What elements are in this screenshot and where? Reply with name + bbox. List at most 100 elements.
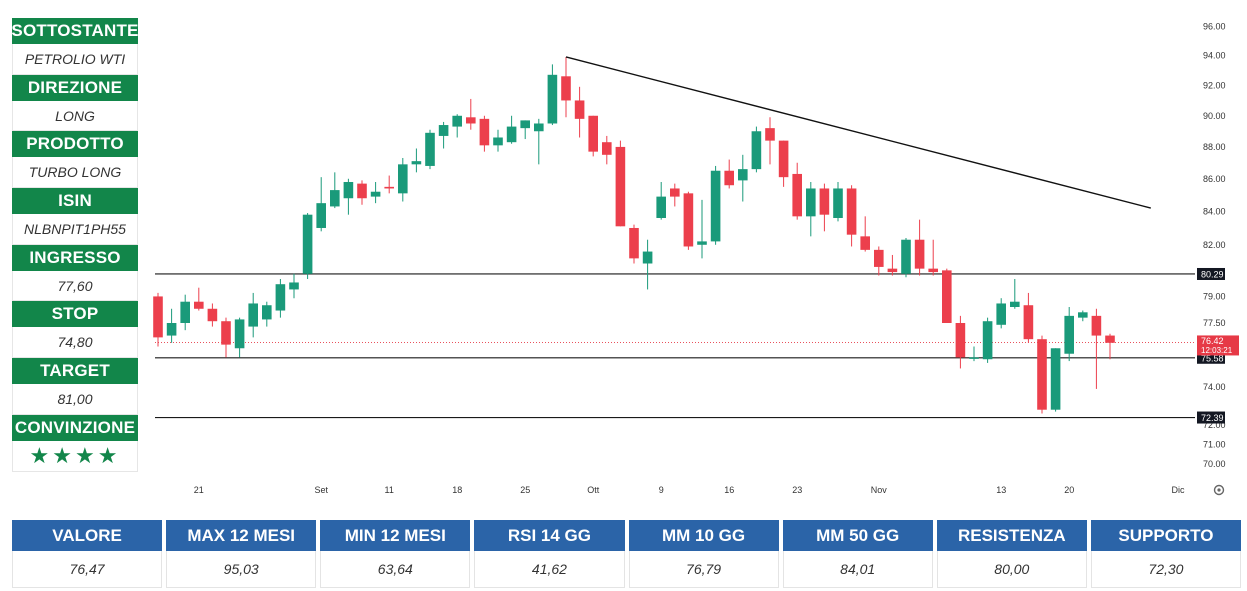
x-tick-label: Set <box>314 485 328 495</box>
candle <box>289 273 299 299</box>
info-value: 74,80 <box>12 327 138 359</box>
resistance-trendline <box>565 56 1151 209</box>
y-tick-label: 88.00 <box>1203 142 1226 152</box>
x-tick-label: 9 <box>659 485 664 495</box>
stat-label: VALORE <box>12 520 163 551</box>
countdown-label: 12:03:21 <box>1201 346 1233 355</box>
stat-label: RSI 14 GG <box>474 520 625 551</box>
level-price-label: 80.29 <box>1201 269 1224 279</box>
candle-body <box>846 188 857 235</box>
info-value: PETROLIO WTI <box>12 44 138 75</box>
candle <box>710 165 721 245</box>
info-row-direzione: DIREZIONE LONG <box>12 74 138 132</box>
candle-body <box>683 193 694 247</box>
candle <box>697 199 707 259</box>
candle-body <box>452 115 462 127</box>
candle <box>833 181 843 222</box>
candle-body <box>629 227 639 259</box>
candle <box>234 317 245 358</box>
candle <box>629 224 639 264</box>
candle <box>806 181 816 237</box>
candle <box>846 185 857 247</box>
candle-body <box>602 142 612 155</box>
stat-value: 76,47 <box>12 551 163 588</box>
candle-body <box>398 164 408 194</box>
candle <box>1023 292 1034 343</box>
candle-body <box>384 186 394 189</box>
candle <box>955 315 966 369</box>
info-value: 77,60 <box>12 270 138 302</box>
candle <box>996 298 1006 329</box>
info-row-convinzione: CONVINZIONE ★★★★ <box>12 414 138 472</box>
stat-value: 76,79 <box>628 551 779 588</box>
candle <box>411 148 422 173</box>
candle <box>180 294 190 331</box>
candle <box>506 115 517 144</box>
y-tick-label: 71.00 <box>1203 439 1226 449</box>
candle-body <box>425 132 435 166</box>
candle <box>1091 308 1102 389</box>
candle-body <box>357 183 367 199</box>
candle-body <box>411 161 422 165</box>
candle <box>656 181 666 220</box>
candle-body <box>588 115 598 152</box>
info-label: SOTTOSTANTE <box>11 18 138 44</box>
candle <box>370 181 381 204</box>
stat-column: MAX 12 MESI 95,03 <box>166 520 317 588</box>
candle <box>466 98 476 130</box>
candle <box>670 183 680 207</box>
stat-label: MM 50 GG <box>782 520 933 551</box>
candle <box>914 219 925 276</box>
stat-column: RSI 14 GG 41,62 <box>474 520 625 588</box>
candle <box>153 292 163 347</box>
candle-body <box>819 188 830 215</box>
candle-body <box>275 284 286 311</box>
info-label: ISIN <box>12 188 138 215</box>
stat-value: 72,30 <box>1090 551 1241 588</box>
candle-body <box>710 170 721 242</box>
x-tick-label: 20 <box>1064 485 1074 495</box>
stat-value: 80,00 <box>936 551 1087 588</box>
candle <box>561 56 571 118</box>
candle <box>778 140 789 187</box>
candle-body <box>615 146 626 227</box>
y-tick-label: 74.00 <box>1203 382 1226 392</box>
stat-value: 63,64 <box>320 551 471 588</box>
candle-body <box>874 249 884 267</box>
candle-body <box>1105 335 1115 343</box>
y-tick-label: 70.00 <box>1203 459 1226 469</box>
candle <box>615 140 626 227</box>
candle-body <box>207 308 218 322</box>
x-tick-label: Dic <box>1172 485 1185 495</box>
candle <box>724 159 734 189</box>
candle-body <box>996 303 1006 325</box>
candle <box>1050 348 1061 412</box>
candle-body <box>969 357 979 359</box>
x-tick-label: 21 <box>194 485 204 495</box>
info-label: CONVINZIONE <box>12 414 138 441</box>
level-price-label: 72.39 <box>1201 413 1224 423</box>
x-axis: 21 Set 11 18 25 Ott 9 16 23 Nov 13 20 Dic <box>194 485 1185 495</box>
price-chart: 96.00 94.00 92.00 90.00 88.00 86.00 84.00 82.00… <box>153 21 1239 496</box>
candle-body <box>751 131 762 170</box>
candle <box>398 157 408 202</box>
info-row-target: TARGET 81,00 <box>12 358 138 415</box>
candle <box>1078 310 1088 322</box>
candle-body <box>479 118 490 146</box>
candle <box>738 154 748 202</box>
candle-body <box>248 303 258 327</box>
statistics-table: VALORE 76,47 MAX 12 MESI 95,03 MIN 12 MESI 63… <box>12 520 1241 588</box>
stat-column: RESISTENZA 80,00 <box>936 520 1087 588</box>
candle-body <box>221 321 231 345</box>
settings-icon[interactable] <box>1213 484 1225 496</box>
candle <box>452 114 462 138</box>
stat-value: 84,01 <box>782 551 933 588</box>
candle <box>1037 335 1047 414</box>
candle-body <box>343 181 354 199</box>
x-tick-label: Ott <box>587 485 600 495</box>
candle <box>194 287 204 311</box>
candle-body <box>194 301 204 309</box>
x-tick-label: 16 <box>724 485 734 495</box>
candle <box>887 254 898 276</box>
info-row-sottostante: SOTTOSTANTE PETROLIO WTI <box>11 18 138 75</box>
